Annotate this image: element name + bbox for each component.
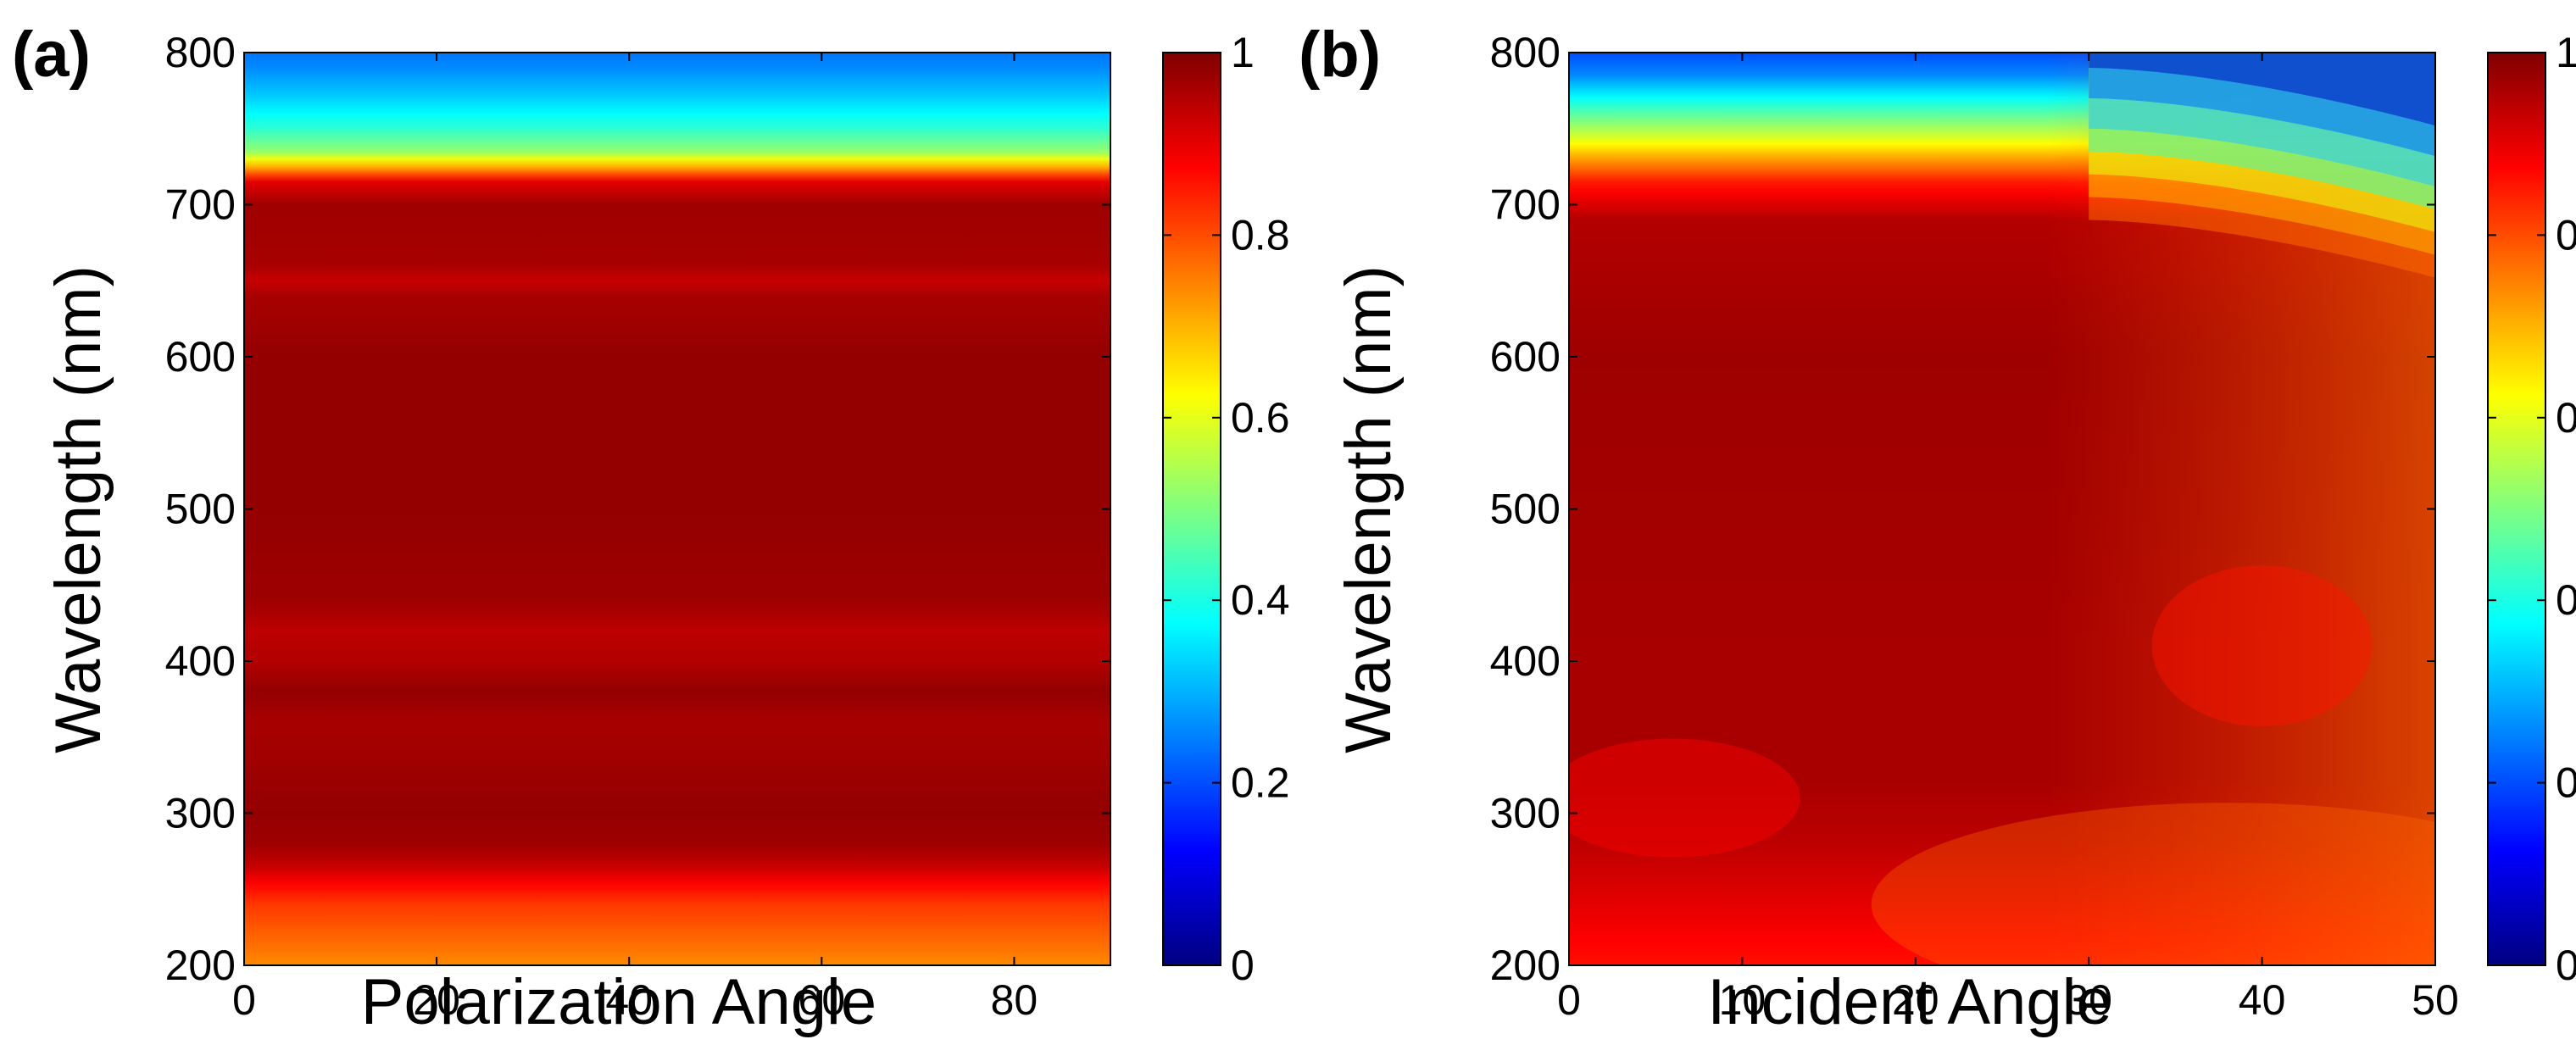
panel-a: (a) 0 20 40 60 80 200 300 400 500 600 700 800 Pola… [12,19,1290,1038]
y-tick-label: 800 [165,29,236,76]
panel-b-orange-region [1871,803,2435,965]
y-tick-label: 200 [1490,942,1561,989]
colorbar-tick-label: 0.6 [2556,394,2576,442]
panel-a-colorbar-ticks: 0 0.2 0.4 0.6 0.8 1 [1163,29,1290,989]
panel-b-x-ticks: 0 10 20 30 40 50 [1557,53,2459,1024]
panel-a-colorbar [1163,53,1221,965]
x-tick-label: 0 [1557,976,1581,1024]
panel-a-y-ticks: 200 300 400 500 600 700 800 [165,29,1110,989]
colorbar-tick-label: 1 [2556,29,2576,76]
x-tick-label: 0 [232,976,256,1024]
panel-b-colorbar-ticks: 0 0.2 0.4 0.6 0.8 1 [2488,29,2576,989]
y-tick-label: 300 [165,790,236,837]
panel-a-heatmap [244,53,1110,965]
colorbar-tick-label: 0.8 [2556,211,2576,258]
y-tick-label: 400 [1490,637,1561,685]
colorbar-tick-label: 0.2 [2556,759,2576,807]
panel-a-x-ticks: 0 20 40 60 80 [232,53,1038,1024]
panel-b-red-pocket [1569,738,1800,858]
panel-a-label: (a) [12,19,91,91]
colorbar-tick-label: 0.2 [1231,759,1290,807]
x-tick-label: 40 [605,976,653,1024]
panel-a-colorbar-frame [1162,52,1221,966]
y-tick-label: 700 [1490,181,1561,229]
x-tick-label: 80 [991,976,1038,1024]
colorbar-tick-label: 0 [1231,942,1255,989]
y-tick-label: 200 [165,942,236,989]
y-tick-label: 600 [165,333,236,381]
x-tick-label: 50 [2412,976,2459,1024]
panel-b-colorbar [2488,53,2545,965]
x-tick-label: 40 [2239,976,2286,1024]
panel-b-red-region [2151,565,2373,727]
panel-b-y-ticks: 200 300 400 500 600 700 800 [1490,29,2435,989]
panel-a-x-label: Polarization Angle [361,966,876,1038]
x-tick-label: 30 [2065,976,2112,1024]
panel-b-label: (b) [1299,19,1381,91]
colorbar-tick-label: 1 [1231,29,1255,76]
panel-b-band [2089,53,2435,126]
panel-b-colorbar-frame [2487,52,2546,966]
colorbar-tick-label: 0.8 [1231,211,1290,258]
y-tick-label: 800 [1490,29,1561,76]
panel-a-y-label: Wavelength (nm) [42,265,114,753]
y-tick-label: 400 [165,637,236,685]
x-tick-label: 60 [798,976,846,1024]
y-tick-label: 300 [1490,790,1561,837]
y-tick-label: 600 [1490,333,1561,381]
colorbar-tick-label: 0.4 [1231,576,1290,624]
colorbar-tick-label: 0 [2556,942,2576,989]
panel-b-x-label: Incident Angle [1707,966,2112,1038]
y-tick-label: 500 [1490,486,1561,533]
y-tick-label: 700 [165,181,236,229]
x-tick-label: 20 [1892,976,1939,1024]
panel-b-y-label: Wavelength (nm) [1333,265,1405,753]
x-tick-label: 20 [413,976,460,1024]
colorbar-tick-label: 0.6 [1231,394,1290,442]
colorbar-tick-label: 0.4 [2556,576,2576,624]
panel-b-overlay [1569,53,2435,965]
x-tick-label: 10 [1719,976,1766,1024]
y-tick-label: 500 [165,486,236,533]
